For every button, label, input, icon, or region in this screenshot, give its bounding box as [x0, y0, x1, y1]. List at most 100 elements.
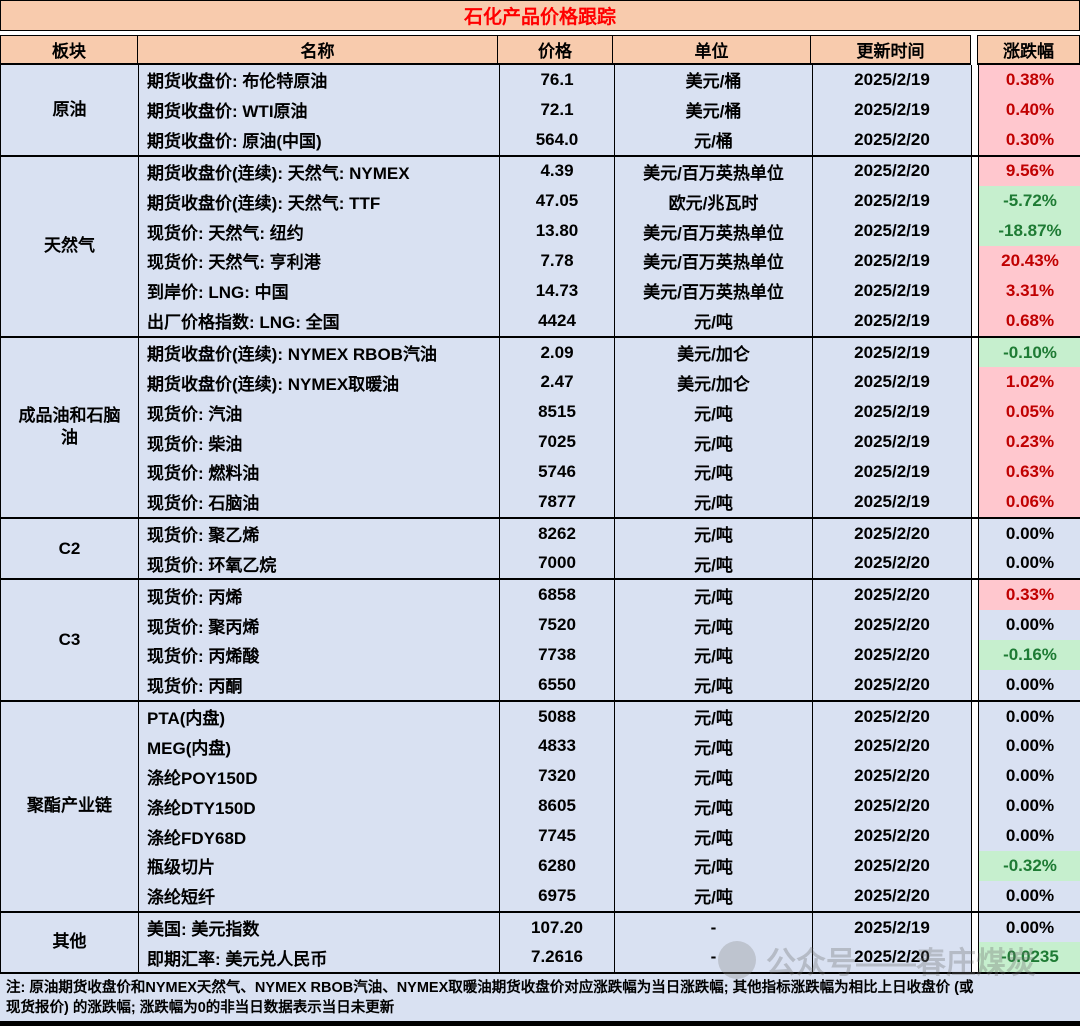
- table-section: C3 现货价: 丙烯 6858 元/吨 2025/2/20 0.33% 现货价: 聚丙烯 75…: [0, 580, 1080, 702]
- row-price: 7.2616: [499, 942, 614, 973]
- row-change: -5.72%: [978, 186, 1080, 217]
- footnote-line-2: 现货报价) 的涨跌幅; 涨跌幅为0的非当日数据表示当日未更新: [6, 1000, 395, 1017]
- row-change: 0.00%: [978, 669, 1080, 700]
- row-price: 8262: [499, 518, 614, 549]
- row-price: 72.1: [499, 94, 614, 125]
- row-price: 7025: [499, 427, 614, 457]
- row-name: 现货价: 丙酮: [139, 669, 499, 700]
- row-unit: 元/吨: [614, 397, 812, 428]
- row-name: 期货收盘价(连续): NYMEX取暖油: [139, 367, 499, 398]
- row-date: 2025/2/20: [812, 880, 972, 911]
- row-date: 2025/2/20: [812, 821, 972, 851]
- row-unit: -: [614, 912, 812, 943]
- row-name: 涤纶FDY68D: [139, 821, 499, 851]
- row-date: 2025/2/20: [812, 731, 972, 762]
- table-section: 原油 期货收盘价: 布伦特原油 76.1 美元/桶 2025/2/19 0.38% 期货收盘…: [0, 65, 1080, 157]
- row-date: 2025/2/19: [812, 486, 972, 517]
- row-change: 0.23%: [978, 427, 1080, 457]
- row-unit: 美元/桶: [614, 65, 812, 95]
- row-date: 2025/2/20: [812, 610, 972, 641]
- row-price: 107.20: [499, 912, 614, 943]
- row-unit: -: [614, 942, 812, 973]
- row-date: 2025/2/19: [812, 65, 972, 95]
- row-price: 7320: [499, 761, 614, 792]
- row-price: 13.80: [499, 216, 614, 247]
- row-change: 9.56%: [978, 156, 1080, 187]
- row-name: 现货价: 燃料油: [139, 456, 499, 487]
- row-date: 2025/2/20: [812, 640, 972, 670]
- row-price: 2.47: [499, 367, 614, 398]
- row-unit: 美元/百万英热单位: [614, 246, 812, 276]
- row-date: 2025/2/19: [812, 305, 972, 336]
- row-unit: 元/吨: [614, 761, 812, 792]
- row-price: 7877: [499, 486, 614, 517]
- row-price: 2.09: [499, 337, 614, 368]
- row-price: 6550: [499, 669, 614, 700]
- row-price: 4.39: [499, 156, 614, 187]
- row-change: 0.00%: [978, 912, 1080, 943]
- row-date: 2025/2/20: [812, 156, 972, 187]
- row-date: 2025/2/20: [812, 791, 972, 822]
- row-change: -0.0235: [978, 942, 1080, 973]
- row-unit: 元/桶: [614, 124, 812, 155]
- row-unit: 美元/桶: [614, 94, 812, 125]
- row-date: 2025/2/19: [812, 216, 972, 247]
- row-name: 即期汇率: 美元兑人民币: [139, 942, 499, 973]
- row-change: 0.00%: [978, 701, 1080, 732]
- row-change: 20.43%: [978, 246, 1080, 276]
- table-section: C2 现货价: 聚乙烯 8262 元/吨 2025/2/20 0.00% 现货价: 环氧乙烷…: [0, 518, 1080, 581]
- table-section: 聚酯产业链 PTA(内盘) 5088 元/吨 2025/2/20 0.00% MEG(内盘)…: [0, 701, 1080, 913]
- column-header-unit: 单位: [613, 35, 811, 65]
- footnote: 注: 原油期货收盘价和NYMEX天然气、NYMEX RBOB汽油、NYMEX取暖…: [0, 974, 1080, 1022]
- row-unit: 美元/百万英热单位: [614, 216, 812, 247]
- row-date: 2025/2/20: [812, 580, 972, 611]
- row-date: 2025/2/19: [812, 275, 972, 306]
- row-unit: 元/吨: [614, 610, 812, 641]
- column-header-price: 价格: [498, 35, 613, 65]
- row-unit: 元/吨: [614, 640, 812, 670]
- row-name: 期货收盘价(连续): 天然气: TTF: [139, 186, 499, 217]
- row-name: 现货价: 石脑油: [139, 486, 499, 517]
- row-unit: 美元/加仑: [614, 367, 812, 398]
- sector-label: C3: [1, 580, 139, 700]
- column-gap: [972, 518, 978, 579]
- row-change: 0.05%: [978, 397, 1080, 428]
- row-name: 期货收盘价: 原油(中国): [139, 124, 499, 155]
- column-gap: [972, 156, 978, 336]
- row-unit: 美元/加仑: [614, 337, 812, 368]
- row-date: 2025/2/19: [812, 367, 972, 398]
- row-change: -0.32%: [978, 850, 1080, 881]
- page-title: 石化产品价格跟踪: [0, 0, 1080, 31]
- row-change: 0.40%: [978, 94, 1080, 125]
- row-change: -0.16%: [978, 640, 1080, 670]
- row-unit: 元/吨: [614, 821, 812, 851]
- row-price: 6975: [499, 880, 614, 911]
- column-header-change: 涨跌幅: [977, 35, 1080, 65]
- sector-label: 聚酯产业链: [1, 701, 139, 911]
- row-name: 期货收盘价(连续): NYMEX RBOB汽油: [139, 337, 499, 368]
- row-date: 2025/2/20: [812, 761, 972, 792]
- row-price: 564.0: [499, 124, 614, 155]
- row-unit: 美元/百万英热单位: [614, 275, 812, 306]
- row-unit: 元/吨: [614, 791, 812, 822]
- row-change: 0.33%: [978, 580, 1080, 611]
- row-name: 瓶级切片: [139, 850, 499, 881]
- row-change: 0.00%: [978, 548, 1080, 579]
- row-name: 现货价: 聚乙烯: [139, 518, 499, 549]
- column-gap: [972, 337, 978, 517]
- row-name: MEG(内盘): [139, 731, 499, 762]
- row-price: 5746: [499, 456, 614, 487]
- row-unit: 元/吨: [614, 850, 812, 881]
- row-unit: 元/吨: [614, 427, 812, 457]
- row-change: 0.00%: [978, 518, 1080, 549]
- row-change: 3.31%: [978, 275, 1080, 306]
- row-unit: 欧元/兆瓦时: [614, 186, 812, 217]
- row-name: 期货收盘价: WTI原油: [139, 94, 499, 125]
- table-section: 天然气 期货收盘价(连续): 天然气: NYMEX 4.39 美元/百万英热单位 202…: [0, 156, 1080, 338]
- table-section: 其他 美国: 美元指数 107.20-2025/2/19 0.00% 即期汇率: 美元兑…: [0, 912, 1080, 975]
- row-name: 涤纶DTY150D: [139, 791, 499, 822]
- row-unit: 元/吨: [614, 731, 812, 762]
- row-name: 期货收盘价(连续): 天然气: NYMEX: [139, 156, 499, 187]
- row-date: 2025/2/20: [812, 942, 972, 973]
